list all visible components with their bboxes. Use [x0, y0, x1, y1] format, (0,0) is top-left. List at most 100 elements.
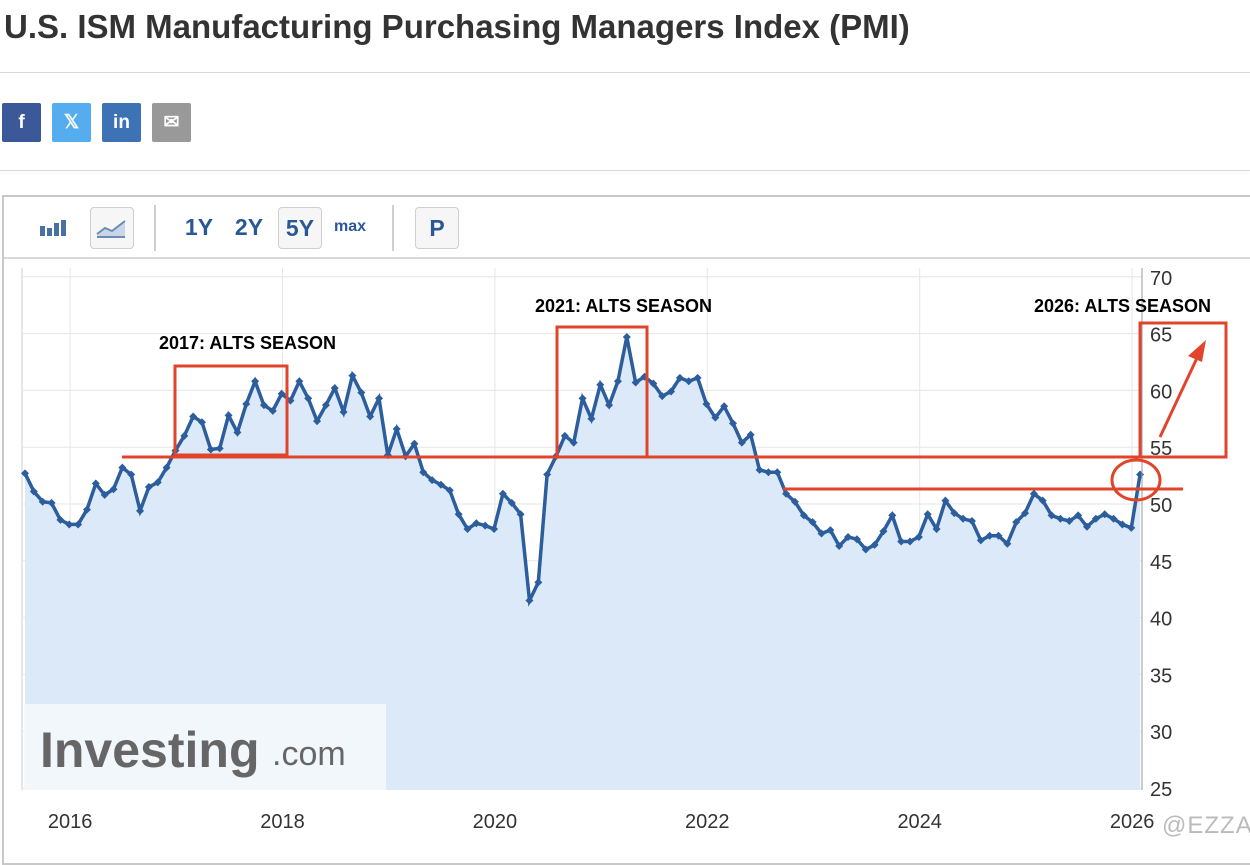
data-point	[428, 476, 437, 485]
data-point	[755, 465, 764, 474]
data-point	[729, 419, 737, 428]
circle-2026	[1110, 458, 1162, 502]
data-point	[932, 524, 941, 533]
data-point	[357, 388, 366, 397]
data-point	[667, 387, 676, 396]
data-point	[1065, 517, 1074, 526]
data-point	[879, 527, 888, 536]
range-max-button[interactable]: max	[333, 218, 367, 235]
data-point	[1083, 522, 1091, 531]
x-tick-label: 2020	[473, 811, 518, 833]
arrow-up	[1158, 357, 1199, 438]
y-tick-label: 40	[1150, 609, 1172, 631]
divider	[0, 72, 1250, 73]
data-point	[38, 497, 47, 506]
data-point	[649, 379, 658, 388]
data-point	[923, 510, 932, 519]
data-point	[436, 480, 445, 489]
facebook-share-button[interactable]: f	[2, 103, 41, 142]
data-point	[578, 394, 587, 403]
area-fill	[25, 337, 1141, 790]
data-point	[375, 394, 383, 403]
data-point	[74, 520, 83, 529]
toolbar-separator	[154, 205, 156, 251]
data-point	[826, 526, 835, 535]
data-point	[242, 400, 251, 409]
data-point	[560, 431, 569, 440]
data-point	[658, 392, 667, 401]
bar-chart-button[interactable]	[34, 207, 74, 247]
data-point	[569, 438, 578, 447]
data-point	[596, 380, 605, 389]
linkedin-share-button[interactable]: in	[102, 103, 141, 142]
data-point	[100, 490, 109, 499]
data-point	[746, 430, 755, 439]
data-point	[808, 518, 817, 527]
data-point	[118, 463, 127, 472]
chart-toolbar: 1Y 2Y 5Y max P	[4, 197, 1250, 259]
data-point	[1029, 489, 1038, 498]
facebook-icon: f	[18, 111, 25, 133]
y-tick-label: 55	[1150, 438, 1172, 460]
data-point	[419, 468, 428, 477]
x-share-button[interactable]: 𝕏	[52, 103, 91, 142]
y-tick-label: 25	[1150, 779, 1172, 801]
x-tick-label: 2018	[260, 811, 305, 833]
data-point	[136, 506, 145, 515]
range-5y-button[interactable]: 5Y	[278, 207, 322, 249]
data-point	[764, 468, 773, 477]
data-point	[313, 417, 322, 426]
x-tick-label: 2022	[685, 811, 730, 833]
range-1y-button[interactable]: 1Y	[184, 213, 214, 240]
page-title: U.S. ISM Manufacturing Purchasing Manage…	[4, 8, 910, 45]
data-point	[613, 377, 622, 386]
data-point	[711, 413, 720, 422]
data-point	[675, 373, 684, 382]
data-point	[534, 578, 543, 587]
data-point	[1012, 518, 1021, 527]
data-point	[914, 532, 923, 541]
x-tick-label: 2016	[48, 811, 93, 833]
data-point	[1021, 509, 1030, 518]
data-point	[189, 412, 198, 421]
data-point	[967, 517, 976, 526]
data-point	[392, 425, 401, 434]
data-point	[1091, 514, 1100, 523]
data-point	[507, 498, 516, 507]
data-point	[348, 371, 357, 380]
data-point	[366, 412, 375, 421]
data-point	[790, 497, 799, 506]
data-point	[153, 478, 162, 487]
range-2y-button[interactable]: 2Y	[234, 213, 264, 240]
data-point	[1003, 539, 1012, 548]
data-point	[897, 537, 906, 546]
data-point	[976, 536, 985, 545]
y-tick-label: 35	[1150, 665, 1172, 687]
data-point	[835, 542, 844, 551]
data-point	[65, 520, 74, 529]
data-point	[543, 470, 552, 479]
y-tick-label: 65	[1150, 325, 1172, 347]
data-point	[91, 479, 100, 488]
data-point	[622, 333, 631, 342]
p-button[interactable]: P	[415, 207, 459, 249]
data-point	[109, 485, 118, 494]
data-point	[454, 510, 463, 519]
box-2026	[1138, 321, 1228, 459]
data-point	[56, 515, 65, 524]
data-point	[82, 505, 91, 514]
data-point	[162, 463, 171, 472]
bar-chart-icon	[40, 220, 66, 236]
email-share-button[interactable]: ✉	[152, 103, 191, 142]
data-point	[844, 532, 853, 541]
data-point	[47, 498, 56, 507]
data-point	[799, 511, 808, 520]
data-point	[985, 531, 994, 540]
logo-text: Investing	[40, 722, 259, 778]
y-tick-label: 45	[1150, 552, 1172, 574]
data-point	[1056, 514, 1065, 523]
data-point	[277, 389, 286, 398]
email-icon: ✉	[163, 112, 180, 133]
area-chart-button[interactable]	[90, 207, 134, 249]
